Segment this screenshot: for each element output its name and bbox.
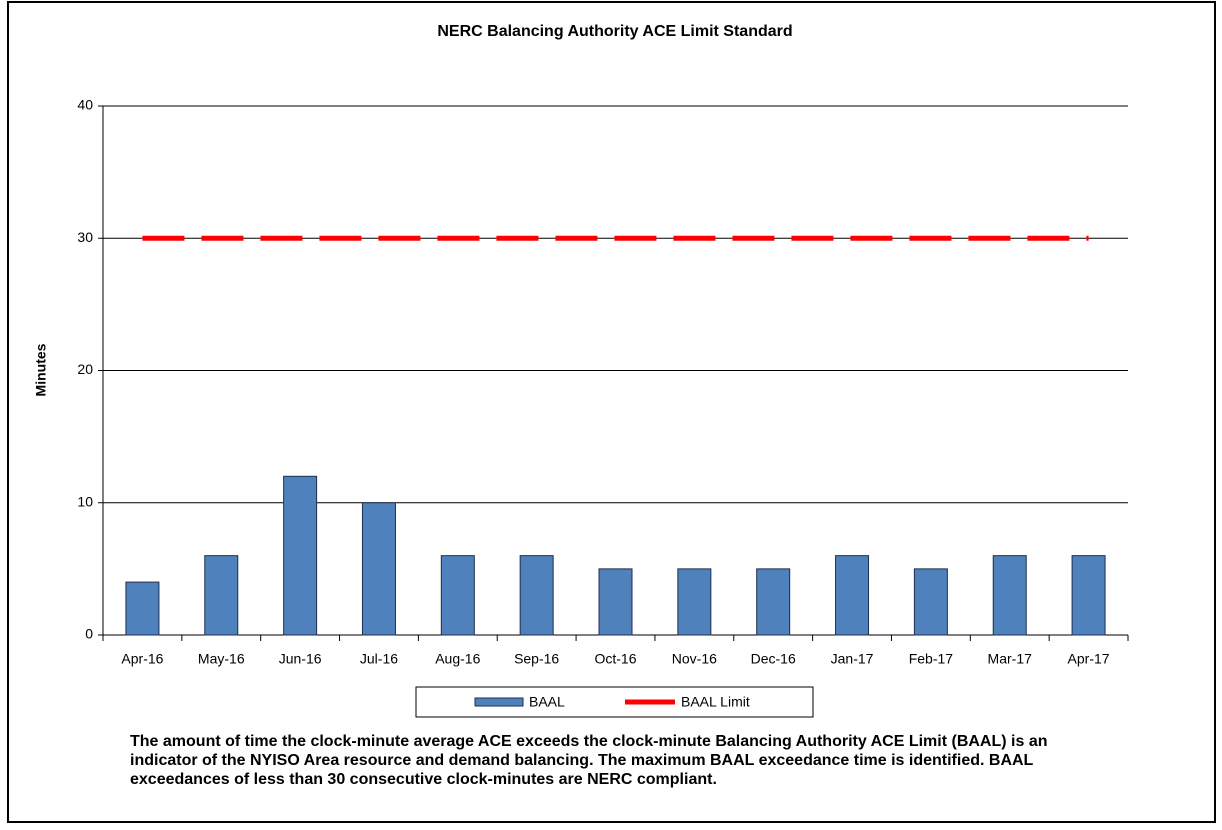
caption: The amount of time the clock-minute aver…	[130, 733, 1048, 788]
bar	[756, 568, 791, 636]
legend-label: BAAL Limit	[681, 694, 750, 710]
bar	[283, 475, 318, 636]
x-tick-label: Jun-16	[279, 651, 322, 667]
bar	[1071, 555, 1106, 636]
y-tick-label: 40	[77, 97, 93, 113]
bar	[361, 502, 396, 636]
chart-border	[7, 1, 1216, 823]
bar	[125, 581, 160, 636]
bar	[519, 555, 554, 636]
y-axis-label: Minutes	[33, 343, 49, 396]
x-tick-label: Nov-16	[672, 651, 717, 667]
bar	[440, 555, 475, 636]
legend-label: BAAL	[529, 694, 565, 710]
x-tick-label: Feb-17	[909, 651, 954, 667]
x-tick-label: May-16	[198, 651, 245, 667]
x-tick-label: Oct-16	[594, 651, 636, 667]
x-tick-label: Sep-16	[514, 651, 559, 667]
y-tick-label: 10	[77, 493, 93, 509]
bar	[677, 568, 712, 636]
x-tick-label: Jan-17	[831, 651, 874, 667]
y-tick-label: 30	[77, 229, 93, 245]
x-tick-label: Mar-17	[988, 651, 1033, 667]
bar	[913, 568, 948, 636]
bar	[204, 555, 239, 636]
legend-swatch	[474, 697, 524, 707]
x-tick-label: Apr-17	[1068, 651, 1110, 667]
chart-title: NERC Balancing Authority ACE Limit Stand…	[437, 23, 792, 40]
y-tick-label: 20	[77, 361, 93, 377]
y-tick-label: 0	[85, 626, 93, 642]
x-tick-label: Apr-16	[121, 651, 163, 667]
bar	[598, 568, 633, 636]
x-tick-label: Dec-16	[751, 651, 796, 667]
bar	[835, 555, 870, 636]
x-tick-label: Jul-16	[360, 651, 398, 667]
x-tick-label: Aug-16	[435, 651, 480, 667]
bar	[992, 555, 1027, 636]
